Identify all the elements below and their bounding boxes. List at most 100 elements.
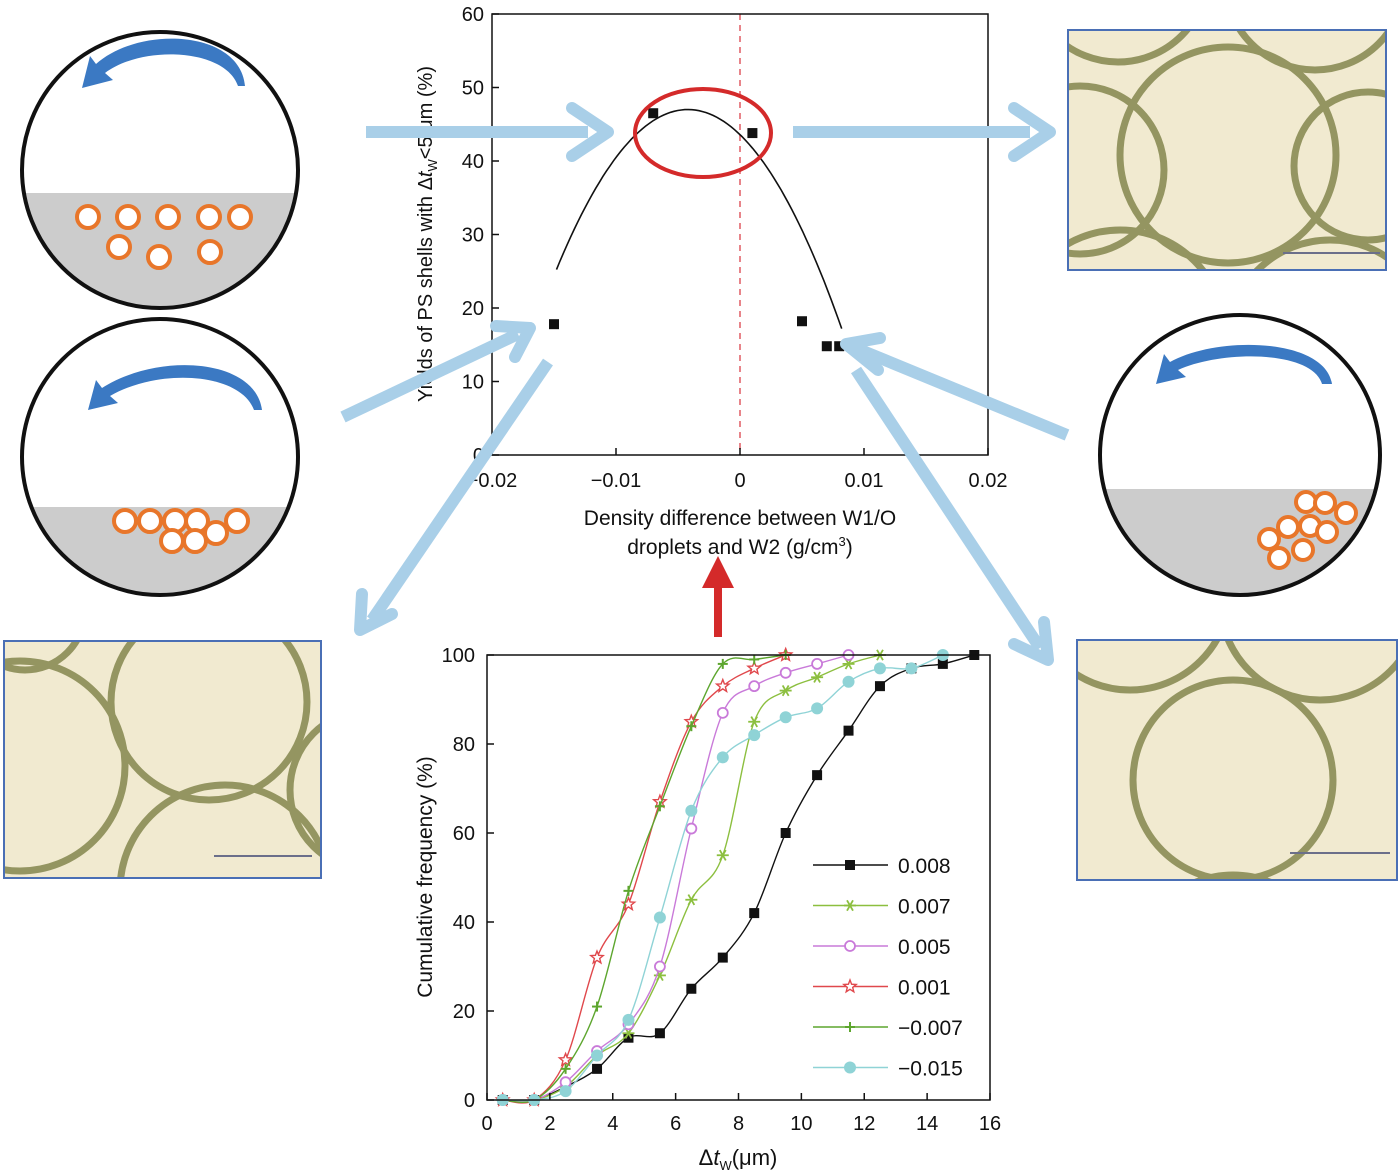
data-point [654, 801, 665, 812]
data-point [685, 804, 698, 817]
y-tick-label: 60 [462, 4, 484, 26]
y-axis-label: Yields of PS shells with ΔtW<5 μm (%) [415, 66, 440, 402]
data-point [591, 1049, 604, 1062]
legend-marker [844, 899, 856, 912]
legend-label: −0.015 [898, 1058, 963, 1081]
x-axis-label-line1: Density difference between W1/O [584, 507, 896, 530]
x-axis-ticks: 0 2 4 6 8 10 12 14 16 [481, 1093, 1001, 1135]
fit-curve [555, 108, 843, 329]
rotation-arrow-icon [1156, 344, 1332, 384]
vial-schematic-right [1098, 313, 1382, 597]
data-point [685, 894, 698, 906]
data-points [549, 108, 845, 352]
arrow-top-left-to-peak [366, 102, 614, 162]
chart-yield-vs-density: −0.02 −0.01 0 0.01 0.02 0 10 20 30 40 50 60 Densit… [415, 4, 1007, 559]
data-point [779, 684, 792, 697]
data-point [592, 1001, 603, 1012]
y-tick-label: 100 [442, 645, 475, 667]
x-tick-label: 0 [734, 470, 745, 492]
data-point [592, 1063, 603, 1074]
data-point [559, 1085, 572, 1098]
data-point [749, 908, 760, 919]
legend-label: 0.001 [898, 977, 951, 1000]
arrow-middle-left-to-point [340, 320, 536, 423]
legend-marker [844, 940, 856, 952]
vial-schematic-middle-left [20, 317, 300, 597]
data-point [686, 983, 697, 994]
legend-item: 0.007 [813, 896, 951, 919]
data-point [549, 319, 559, 330]
series-line [502, 654, 975, 1102]
data-point [716, 849, 729, 861]
data-point [873, 662, 886, 675]
series-line [502, 654, 786, 1103]
x-tick-label: 4 [607, 1113, 618, 1135]
x-tick-label: 14 [916, 1113, 938, 1135]
legend-item: 0.005 [813, 936, 951, 959]
y-tick-label: 40 [462, 151, 484, 173]
x-tick-label: −0.01 [591, 470, 642, 492]
data-point [685, 822, 698, 835]
x-tick-label: 2 [544, 1113, 555, 1135]
legend-item: −0.007 [813, 1017, 963, 1040]
data-point [780, 828, 791, 838]
legend-label: 0.007 [898, 896, 951, 919]
highlight-ellipse [633, 87, 773, 179]
legend-label: −0.007 [898, 1017, 963, 1040]
legend-label: 0.005 [898, 936, 951, 959]
data-point [622, 1013, 635, 1026]
data-point [811, 702, 824, 715]
data-point [821, 341, 832, 352]
series-−0.015 [496, 649, 949, 1106]
data-point [588, 949, 605, 965]
data-point [811, 671, 824, 683]
series-line [502, 654, 944, 1102]
particles [1257, 490, 1358, 570]
series-line [502, 654, 849, 1103]
legend-item: −0.015 [813, 1058, 963, 1081]
data-point [834, 341, 845, 352]
data-point [714, 677, 731, 694]
y-tick-label: 10 [462, 372, 484, 394]
x-tick-label: −0.02 [467, 470, 518, 492]
arrow-red-up [702, 556, 734, 637]
micrograph-bottom-left [3, 640, 322, 879]
micrograph-top-right [1067, 29, 1387, 271]
x-tick-label: 0.02 [969, 470, 1008, 492]
x-axis-label-line2: droplets and W2 (g/cm3) [627, 534, 853, 559]
particles [112, 508, 250, 554]
legend-marker [845, 860, 855, 870]
data-point [779, 666, 792, 679]
data-point [937, 658, 948, 669]
data-point [748, 716, 761, 728]
data-point [560, 1063, 571, 1074]
x-axis-label: ΔtW(μm) [699, 1145, 778, 1173]
rotation-arrow-icon [88, 365, 262, 410]
y-tick-label: 80 [453, 734, 475, 756]
y-tick-label: 50 [462, 78, 484, 100]
data-point [654, 1028, 665, 1039]
y-axis-ticks: 0102030405060 [462, 4, 499, 467]
arrow-point-to-bottom-left [354, 358, 553, 636]
y-tick-label: 40 [453, 912, 475, 934]
data-point [747, 128, 758, 139]
data-point [717, 658, 728, 669]
data-point [748, 680, 761, 693]
y-tick-label: 60 [453, 823, 475, 845]
legend-item: 0.001 [813, 977, 951, 1000]
y-tick-label: 20 [453, 1001, 475, 1023]
particles [75, 204, 253, 270]
data-point [749, 654, 760, 665]
rotation-arrow-icon [82, 38, 245, 88]
x-axis-ticks: −0.02 −0.01 0 0.01 0.02 [467, 448, 1008, 492]
legend: 0.008 0.007 0.005 0.001 −0.007 −0.015 [813, 855, 963, 1081]
data-point [648, 108, 659, 119]
data-point [620, 895, 637, 912]
legend-label: 0.008 [898, 855, 951, 878]
data-point [654, 960, 666, 973]
legend-marker [844, 1061, 856, 1074]
y-tick-label: 20 [462, 298, 484, 320]
x-tick-label: 0.01 [845, 470, 884, 492]
